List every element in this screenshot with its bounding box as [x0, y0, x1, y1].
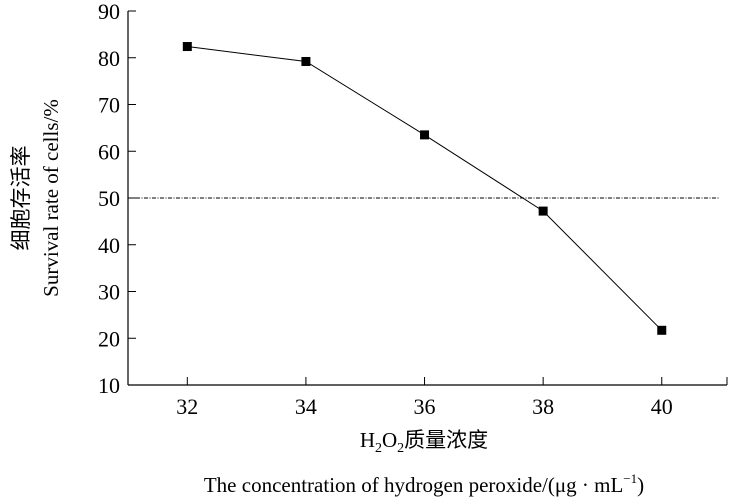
data-point — [420, 130, 430, 140]
x-axis-label-cn: H2O2质量浓度 — [360, 428, 488, 456]
x-tick-label: 38 — [532, 394, 554, 419]
data-point — [182, 42, 192, 52]
data-point — [538, 206, 548, 216]
y-axis-label-en: Survival rate of cells/% — [39, 99, 63, 297]
y-tick-label: 50 — [98, 186, 120, 211]
axes: 10 20 30 40 50 60 70 80 90 32 34 36 38 40 — [98, 0, 728, 419]
x-tick-label: 40 — [651, 394, 673, 419]
data-point — [301, 56, 311, 66]
y-tick-label: 10 — [98, 373, 120, 398]
x-tick-label: 32 — [176, 394, 198, 419]
series-line — [187, 46, 663, 331]
x-tick-label: 34 — [295, 394, 317, 419]
data-point — [657, 325, 667, 335]
y-tick-label: 20 — [98, 326, 120, 351]
y-axis-label-cn: 细胞存活率 — [9, 146, 33, 251]
y-tick-label: 60 — [98, 139, 120, 164]
x-axis-label-en: The concentration of hydrogen peroxide/(… — [204, 471, 644, 497]
y-tick-label: 70 — [98, 93, 120, 118]
x-tick-label: 36 — [414, 394, 436, 419]
y-tick-label: 40 — [98, 233, 120, 258]
y-tick-label: 80 — [98, 46, 120, 71]
y-tick-label: 90 — [98, 0, 120, 24]
marks — [128, 42, 719, 335]
y-tick-label: 30 — [98, 280, 120, 305]
